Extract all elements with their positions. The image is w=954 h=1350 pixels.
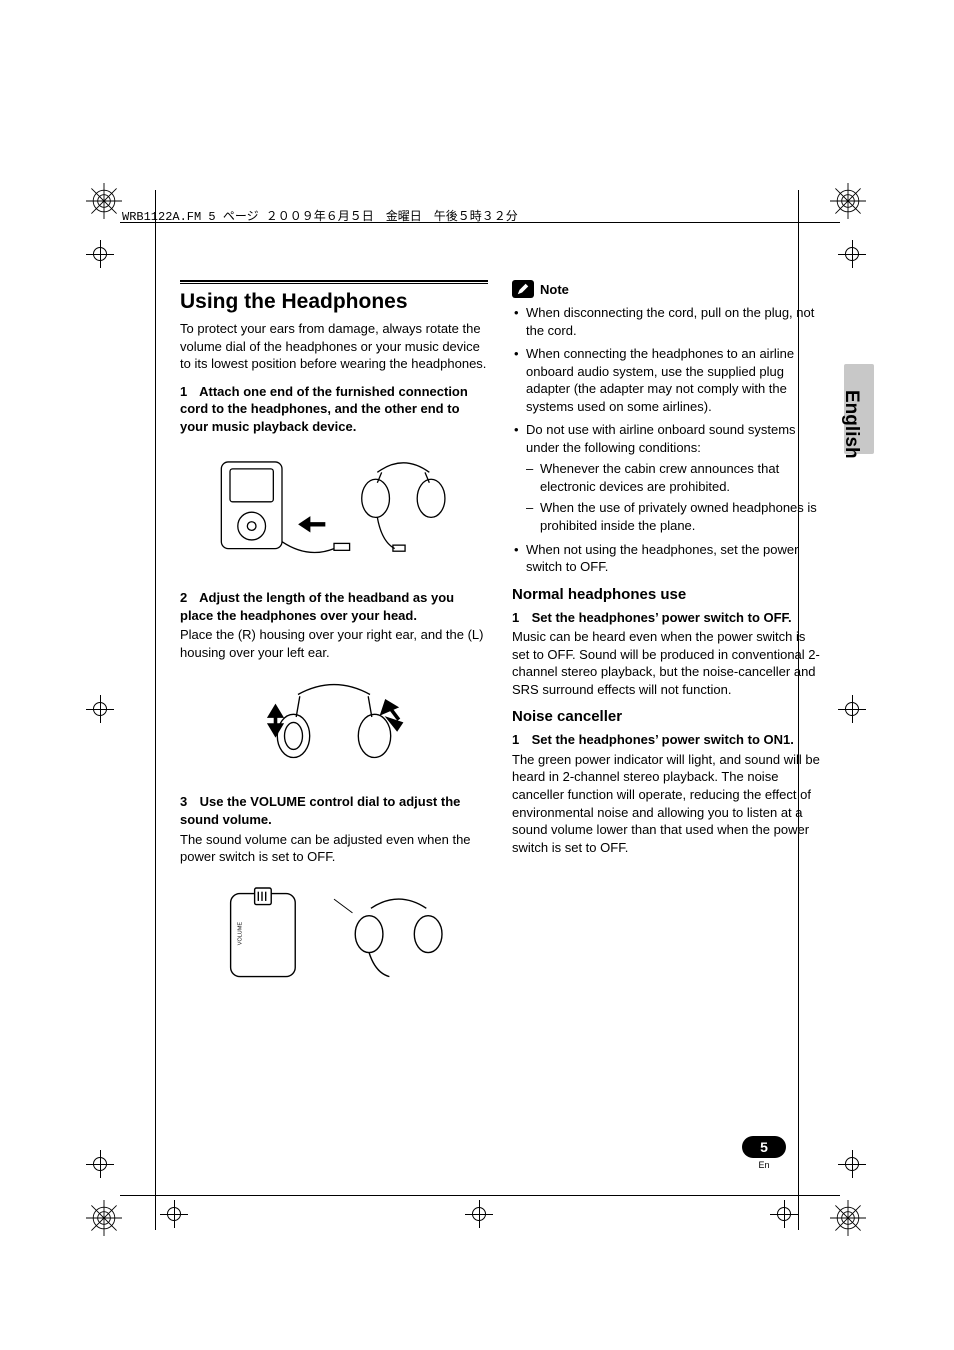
- step-2-text: Adjust the length of the headband as you…: [180, 590, 454, 623]
- step-number: 1: [512, 731, 528, 749]
- section-rule: [180, 280, 488, 284]
- crosshair-icon: [86, 1150, 114, 1178]
- pencil-icon: [512, 280, 534, 298]
- subsection-noise-canceller: Noise canceller: [512, 708, 820, 725]
- note-item: Do not use with airline onboard sound sy…: [512, 421, 820, 534]
- section-title: Using the Headphones: [180, 290, 488, 314]
- crosshair-icon: [160, 1200, 188, 1228]
- trim-bottom: [120, 1195, 840, 1196]
- registration-mark-icon: [86, 183, 122, 219]
- noise-step-text: Set the headphones’ power switch to ON1.: [532, 732, 794, 747]
- note-list: When disconnecting the cord, pull on the…: [512, 304, 820, 576]
- illustration-headband-adjust: [180, 671, 488, 781]
- step-3-heading: 3 Use the VOLUME control dial to adjust …: [180, 793, 488, 828]
- step-2-heading: 2 Adjust the length of the headband as y…: [180, 589, 488, 624]
- step-number: 1: [512, 609, 528, 627]
- note-item-text: Do not use with airline onboard sound sy…: [526, 422, 796, 455]
- intro-paragraph: To protect your ears from damage, always…: [180, 320, 488, 373]
- step-2-body: Place the (R) housing over your right ea…: [180, 626, 488, 661]
- left-column: Using the Headphones To protect your ear…: [180, 280, 488, 1008]
- crosshair-icon: [465, 1200, 493, 1228]
- note-sublist: Whenever the cabin crew announces that e…: [526, 460, 820, 534]
- step-3-body: The sound volume can be adjusted even wh…: [180, 831, 488, 866]
- registration-mark-icon: [86, 1200, 122, 1236]
- step-1-heading: 1 Attach one end of the furnished connec…: [180, 383, 488, 436]
- subsection-normal-use: Normal headphones use: [512, 586, 820, 603]
- note-label: Note: [540, 282, 569, 297]
- normal-step-text: Set the headphones’ power switch to OFF.: [532, 610, 792, 625]
- illustration-volume-dial: VOLUME: [180, 876, 488, 996]
- trim-left: [155, 190, 156, 1230]
- language-label: English: [840, 390, 862, 459]
- note-subitem: Whenever the cabin crew announces that e…: [526, 460, 820, 495]
- note-heading: Note: [512, 280, 820, 298]
- page-content: Using the Headphones To protect your ear…: [180, 280, 820, 1008]
- crosshair-icon: [838, 1150, 866, 1178]
- crosshair-icon: [86, 695, 114, 723]
- step-number: 2: [180, 589, 196, 607]
- header-filename: WRB1122A.FM 5 ページ ２００９年６月５日 金曜日 午後５時３２分: [122, 207, 518, 224]
- step-number: 1: [180, 383, 196, 401]
- note-item: When connecting the headphones to an air…: [512, 345, 820, 415]
- page-number: 5: [742, 1136, 786, 1158]
- step-number: 3: [180, 793, 196, 811]
- note-subitem: When the use of privately owned headphon…: [526, 499, 820, 534]
- note-item: When disconnecting the cord, pull on the…: [512, 304, 820, 339]
- page-number-badge: 5 En: [742, 1136, 786, 1170]
- step-1-text: Attach one end of the furnished connecti…: [180, 384, 468, 434]
- right-column: Note When disconnecting the cord, pull o…: [512, 280, 820, 1008]
- noise-step-heading: 1 Set the headphones’ power switch to ON…: [512, 731, 820, 749]
- crosshair-icon: [770, 1200, 798, 1228]
- crosshair-icon: [838, 240, 866, 268]
- registration-mark-icon: [830, 1200, 866, 1236]
- normal-step-heading: 1 Set the headphones’ power switch to OF…: [512, 609, 820, 627]
- note-item: When not using the headphones, set the p…: [512, 541, 820, 576]
- registration-mark-icon: [830, 183, 866, 219]
- noise-body: The green power indicator will light, an…: [512, 751, 820, 856]
- illustration-cord-connection: [180, 437, 488, 577]
- svg-text:VOLUME: VOLUME: [238, 921, 244, 945]
- crosshair-icon: [838, 695, 866, 723]
- normal-body: Music can be heard even when the power s…: [512, 628, 820, 698]
- crosshair-icon: [86, 240, 114, 268]
- page-lang: En: [742, 1160, 786, 1170]
- step-3-text: Use the VOLUME control dial to adjust th…: [180, 794, 460, 827]
